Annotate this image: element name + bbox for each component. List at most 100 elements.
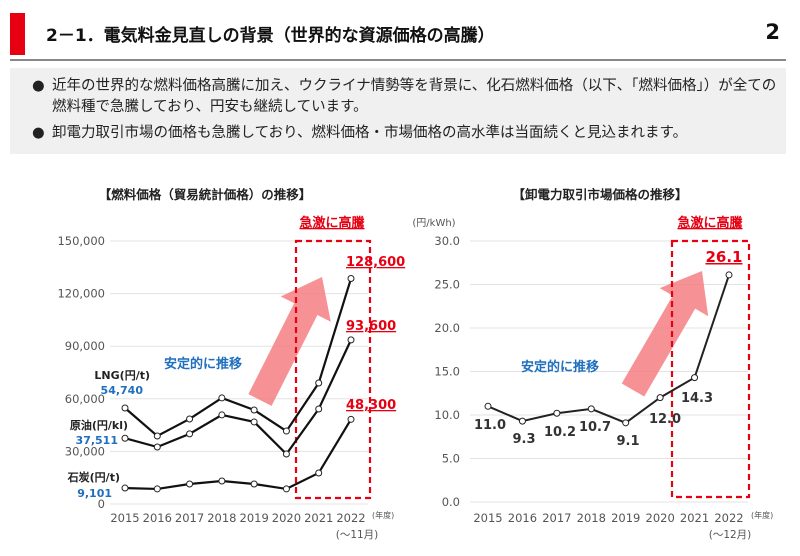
stable-annotation: 安定的に推移 (521, 359, 599, 375)
data-point (315, 469, 323, 477)
data-point (282, 485, 290, 493)
series-name-label: 原油(円/kl) (70, 418, 128, 432)
series-line (124, 418, 352, 491)
x-unit-label: (年度) (751, 510, 773, 520)
series-line (124, 278, 353, 438)
data-label: 12.0 (649, 412, 681, 427)
data-point (250, 480, 258, 488)
x-tick-label: 2015 (110, 511, 139, 525)
series-start-value: 37,511 (76, 434, 118, 447)
data-point (218, 477, 226, 485)
x-unit-label: (年度) (372, 510, 394, 520)
x-tick-label: 2022 (714, 511, 743, 525)
data-point (153, 485, 161, 493)
title-divider (10, 59, 786, 61)
data-point (282, 450, 290, 458)
data-label: 9.3 (512, 432, 535, 447)
y-tick-label: 150,000 (57, 234, 105, 248)
x-tick-label: 2020 (272, 511, 301, 525)
chart-title: 【卸電力取引市場価格の推移】 (512, 187, 687, 202)
data-point (622, 419, 630, 427)
series-start-value: 54,740 (101, 384, 144, 397)
data-point (186, 430, 194, 438)
data-point (153, 432, 161, 440)
highlight-box (294, 239, 372, 500)
data-label: 10.7 (579, 420, 611, 435)
data-label: 11.0 (474, 418, 506, 433)
summary-box: ● 近年の世界的な燃料価格高騰に加え、ウクライナ情勢等を背景に、化石燃料価格（以… (10, 68, 786, 154)
series-line (124, 339, 352, 456)
data-point (347, 415, 355, 423)
series-start-value: 9,101 (77, 487, 112, 500)
x-tick-label: 2017 (542, 511, 571, 525)
data-point (121, 434, 129, 442)
surge-annotation: 急激に高騰 (299, 215, 364, 231)
data-point (186, 415, 194, 423)
title-accent-bar (10, 13, 25, 55)
x-tick-label: 2021 (304, 511, 333, 525)
data-point (484, 402, 492, 410)
y-tick-label: 0 (98, 497, 105, 511)
page-number: 2 (765, 20, 780, 44)
data-point (691, 374, 699, 382)
summary-bullet: ● 卸電力取引市場の価格も急騰しており、燃料価格・市場価格の高水準は当面続くと見… (32, 123, 782, 144)
summary-bullet: ● 近年の世界的な燃料価格高騰に加え、ウクライナ情勢等を背景に、化石燃料価格（以… (32, 76, 782, 118)
data-point (315, 379, 323, 387)
series-line (487, 274, 730, 424)
surge-annotation: 急激に高騰 (677, 215, 742, 231)
data-point (656, 394, 664, 402)
page-title: 2－1．電気料金見直しの背景（世界的な資源価格の高騰） (46, 26, 495, 46)
y-tick-label: 30,000 (65, 444, 105, 458)
data-point (218, 411, 226, 419)
y-tick-label: 120,000 (57, 287, 105, 301)
data-point (218, 394, 226, 402)
series-name-label: 石炭(円/t) (67, 470, 120, 484)
x-note-label: (～12月) (709, 529, 752, 541)
data-point (725, 271, 733, 279)
data-point (250, 418, 258, 426)
x-tick-label: 2018 (207, 511, 236, 525)
data-label: 9.1 (616, 434, 639, 449)
x-tick-label: 2019 (240, 511, 269, 525)
highlight-box (670, 239, 751, 499)
data-point (250, 406, 258, 414)
x-tick-label: 2021 (680, 511, 709, 525)
data-point (553, 409, 561, 417)
x-tick-label: 2019 (611, 511, 640, 525)
surge-arrow (248, 277, 331, 406)
y-tick-label: 10.0 (434, 408, 460, 422)
y-tick-label: 90,000 (65, 339, 105, 353)
data-point (347, 275, 355, 283)
series-end-value: 128,600 (346, 255, 405, 270)
series-name-label: LNG(円/t) (94, 369, 150, 382)
data-point (518, 417, 526, 425)
x-tick-label: 2018 (577, 511, 606, 525)
bullet-dot-icon: ● (32, 78, 45, 94)
y-axis-unit: (円/kWh) (412, 218, 455, 229)
stable-annotation: 安定的に推移 (164, 356, 242, 372)
chart-title: 【燃料価格（貿易統計価格）の推移】 (99, 187, 312, 202)
x-tick-label: 2020 (646, 511, 675, 525)
bullet-text: 卸電力取引市場の価格も急騰しており、燃料価格・市場価格の高水準は当面続くと見込ま… (52, 125, 688, 141)
bullet-dot-icon: ● (32, 125, 45, 141)
series-end-value: 48,300 (346, 398, 396, 413)
surge-arrow (621, 271, 709, 397)
x-tick-label: 2017 (175, 511, 204, 525)
x-tick-label: 2016 (143, 511, 172, 525)
data-point (121, 484, 129, 492)
y-tick-label: 5.0 (442, 452, 460, 466)
data-point (587, 405, 595, 413)
data-point (121, 404, 129, 412)
y-tick-label: 25.0 (434, 278, 460, 292)
series-end-value: 93,600 (346, 319, 396, 334)
data-point (347, 336, 355, 344)
bullet-text: 近年の世界的な燃料価格高騰に加え、ウクライナ情勢等を背景に、化石燃料価格（以下、… (52, 78, 777, 115)
y-tick-label: 30.0 (434, 234, 460, 248)
data-label: 10.2 (544, 425, 576, 440)
y-tick-label: 15.0 (434, 365, 460, 379)
data-point (153, 443, 161, 451)
data-label: 14.3 (681, 391, 713, 406)
x-tick-label: 2022 (336, 511, 365, 525)
